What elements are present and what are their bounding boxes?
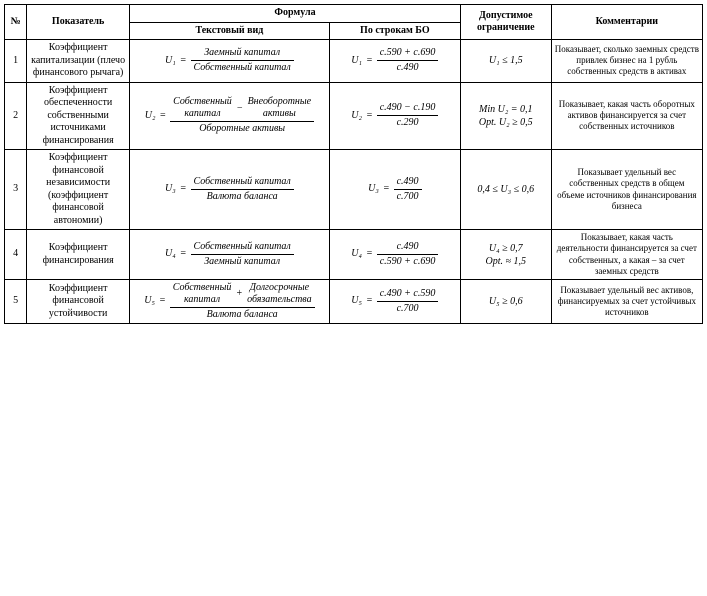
table-row: 5 Коэффициент финансовой устойчивости U₅… xyxy=(5,280,703,324)
th-indicator: Показатель xyxy=(27,5,130,40)
cell-num: 3 xyxy=(5,150,27,230)
cell-num: 2 xyxy=(5,82,27,150)
cell-limit: 0,4 ≤ U₃ ≤ 0,6 xyxy=(460,150,551,230)
th-limit: Допустимое ограничение xyxy=(460,5,551,40)
cell-limit: U₅ ≥ 0,6 xyxy=(460,280,551,324)
cell-formula-text: U₁= Заемный капитал Собственный капитал xyxy=(130,40,330,83)
cell-num: 5 xyxy=(5,280,27,324)
cell-limit: U₁ ≤ 1,5 xyxy=(460,40,551,83)
cell-num: 1 xyxy=(5,40,27,83)
cell-comment: Показывает, какая часть оборотных активо… xyxy=(551,82,702,150)
cell-limit: U₄ ≥ 0,7 Opt. ≈ 1,5 xyxy=(460,230,551,280)
cell-indicator: Коэффициент финансовой независимости (ко… xyxy=(27,150,130,230)
cell-num: 4 xyxy=(5,230,27,280)
cell-indicator: Коэффициент финансовой устойчивости xyxy=(27,280,130,324)
table-row: 1 Коэффициент капитализации (плечо финан… xyxy=(5,40,703,83)
table-row: 4 Коэффициент финансирования U₄= Собстве… xyxy=(5,230,703,280)
cell-formula-bo: U₁= c.590 + c.690 c.490 xyxy=(329,40,460,83)
cell-indicator: Коэффициент финансирования xyxy=(27,230,130,280)
th-formula: Формула xyxy=(130,5,461,23)
cell-limit: Min U₂ = 0,1 Opt. U₂ ≥ 0,5 xyxy=(460,82,551,150)
cell-formula-text: U₅= Собственный капитал + Долгосрочные о… xyxy=(130,280,330,324)
th-formula-text: Текстовый вид xyxy=(130,22,330,40)
cell-formula-bo: U₄= c.490 c.590 + c.690 xyxy=(329,230,460,280)
cell-indicator: Коэффициент обеспеченности собственными … xyxy=(27,82,130,150)
cell-formula-bo: U₅= c.490 + c.590 c.700 xyxy=(329,280,460,324)
cell-formula-text: U₂= Собственный капитал − Внеоборотные а… xyxy=(130,82,330,150)
cell-comment: Показывает удельный вес собственных сред… xyxy=(551,150,702,230)
cell-formula-text: U₄= Собственный капитал Заемный капитал xyxy=(130,230,330,280)
financial-ratios-table: № Показатель Формула Допустимое ограниче… xyxy=(4,4,703,324)
cell-formula-bo: U₃= c.490 c.700 xyxy=(329,150,460,230)
cell-indicator: Коэффициент капитализации (плечо финансо… xyxy=(27,40,130,83)
th-formula-bo: По строкам БО xyxy=(329,22,460,40)
cell-formula-text: U₃= Собственный капитал Валюта баланса xyxy=(130,150,330,230)
cell-comment: Показывает, сколько заемных средств прив… xyxy=(551,40,702,83)
th-num: № xyxy=(5,5,27,40)
table-row: 3 Коэффициент финансовой независимости (… xyxy=(5,150,703,230)
cell-formula-bo: U₂= c.490 − c.190 c.290 xyxy=(329,82,460,150)
table-row: 2 Коэффициент обеспеченности собственным… xyxy=(5,82,703,150)
cell-comment: Показывает удельный вес активов, финанси… xyxy=(551,280,702,324)
th-comment: Комментарии xyxy=(551,5,702,40)
cell-comment: Показывает, какая часть деятельности фин… xyxy=(551,230,702,280)
